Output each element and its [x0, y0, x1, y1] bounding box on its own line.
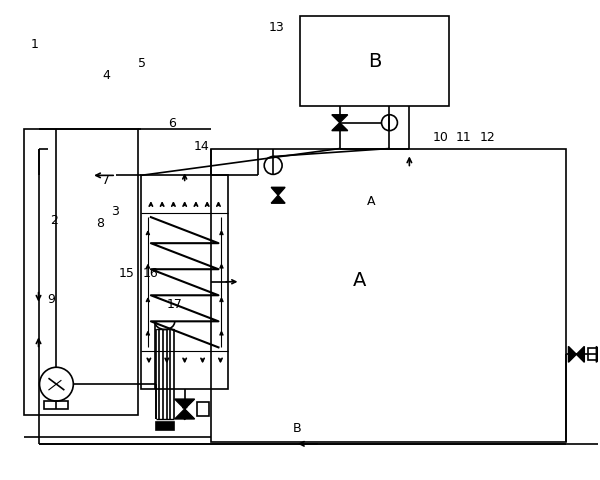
- Polygon shape: [175, 409, 194, 419]
- Text: 16: 16: [143, 267, 159, 280]
- Bar: [589, 348, 598, 360]
- Text: 15: 15: [119, 267, 135, 280]
- Text: 13: 13: [268, 21, 284, 34]
- Text: 4: 4: [102, 69, 110, 82]
- Text: 3: 3: [111, 205, 119, 218]
- Text: 14: 14: [194, 141, 209, 154]
- Bar: [23, 129, 138, 415]
- Text: 17: 17: [167, 298, 182, 311]
- Text: 6: 6: [168, 117, 176, 130]
- Polygon shape: [271, 195, 285, 203]
- Text: 1: 1: [31, 38, 38, 51]
- Bar: [156, 422, 174, 430]
- Text: A: A: [367, 195, 376, 208]
- Bar: [300, 16, 449, 106]
- Bar: [141, 175, 229, 389]
- Text: B: B: [293, 422, 301, 435]
- Polygon shape: [332, 115, 348, 123]
- Bar: [197, 402, 209, 416]
- Polygon shape: [596, 347, 600, 362]
- Polygon shape: [577, 347, 584, 362]
- Text: 12: 12: [480, 131, 496, 144]
- Polygon shape: [271, 187, 285, 195]
- Text: 8: 8: [96, 217, 104, 230]
- Text: 5: 5: [138, 57, 146, 70]
- Bar: [44, 401, 68, 409]
- Polygon shape: [568, 347, 577, 362]
- Text: A: A: [353, 271, 367, 290]
- Text: 7: 7: [102, 174, 110, 187]
- Text: B: B: [368, 51, 381, 71]
- Polygon shape: [175, 399, 194, 409]
- Polygon shape: [332, 123, 348, 131]
- Text: 11: 11: [456, 131, 472, 144]
- Text: 10: 10: [432, 131, 448, 144]
- Text: 9: 9: [47, 293, 55, 306]
- Text: 2: 2: [50, 215, 58, 228]
- Bar: [211, 148, 566, 442]
